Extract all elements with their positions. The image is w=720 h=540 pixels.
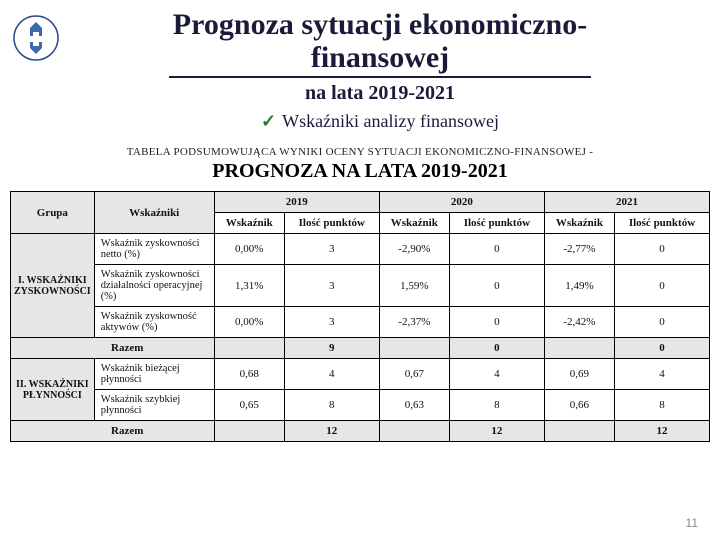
- group1-name: I. WSKAŹNIKI ZYSKOWNOŚCI: [11, 234, 95, 338]
- col-2021: 2021: [544, 192, 709, 213]
- forecast-table: Grupa Wskaźniki 2019 2020 2021 Wskaźnik …: [10, 191, 710, 442]
- group2-name: II. WSKAŹNIKI PŁYNNOŚCI: [11, 359, 95, 421]
- col-2020: 2020: [379, 192, 544, 213]
- table-row: Wskaźnik szybkiej płynności 0,65 8 0,63 …: [11, 390, 710, 421]
- table-row: II. WSKAŹNIKI PŁYNNOŚCI Wskaźnik bieżące…: [11, 359, 710, 390]
- group1-total-row: Razem 9 0 0: [11, 338, 710, 359]
- slide-subtitle: na lata 2019-2021: [60, 82, 700, 105]
- col-grupa: Grupa: [11, 192, 95, 234]
- page-number: 11: [686, 516, 698, 530]
- group2-total-row: Razem 12 12 12: [11, 421, 710, 442]
- table-row: Wskaźnik zyskowności działalności operac…: [11, 265, 710, 307]
- table-header-row-years: Grupa Wskaźniki 2019 2020 2021: [11, 192, 710, 213]
- org-logo: [12, 14, 60, 62]
- slide-title: Prognoza sytuacji ekonomiczno- finansowe…: [169, 8, 591, 78]
- col-2019: 2019: [214, 192, 379, 213]
- title-block: Prognoza sytuacji ekonomiczno- finansowe…: [60, 8, 700, 132]
- table-title: PROGNOZA NA LATA 2019-2021: [0, 160, 720, 183]
- col-wskazniki: Wskaźniki: [94, 192, 214, 234]
- checkmark-icon: ✓: [261, 111, 276, 131]
- table-row: Wskaźnik zyskowność aktywów (%) 0,00% 3 …: [11, 307, 710, 338]
- table-row: I. WSKAŹNIKI ZYSKOWNOŚCI Wskaźnik zyskow…: [11, 234, 710, 265]
- bullet-line: ✓Wskaźniki analizy finansowej: [60, 111, 700, 132]
- slide-header: Prognoza sytuacji ekonomiczno- finansowe…: [0, 0, 720, 132]
- table-caption: TABELA PODSUMOWUJĄCA WYNIKI OCENY SYTUAC…: [0, 146, 720, 158]
